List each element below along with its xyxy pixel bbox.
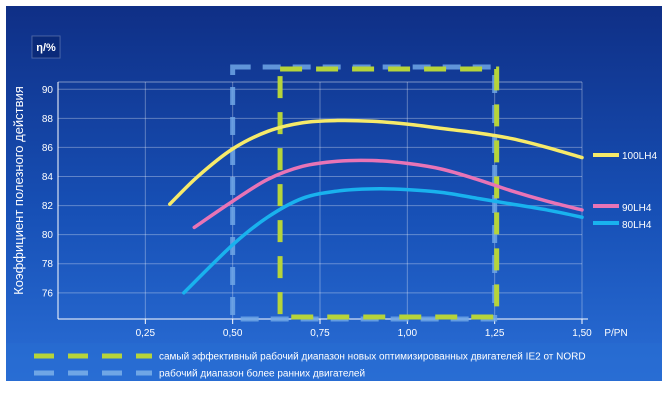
series-line-100LH4	[168, 118, 584, 206]
y-tick-label: 78	[42, 259, 54, 270]
x-tick-label: 1,50	[572, 328, 592, 339]
y-tick-label: 88	[42, 114, 54, 125]
legend-label: самый эффективный рабочий диапазон новых…	[159, 351, 586, 363]
y-tick-label: 86	[42, 143, 54, 154]
x-axis-label: P/PN	[604, 328, 627, 339]
legend-item: рабочий диапазон более ранних двигателей	[34, 368, 365, 380]
series-label-100LH4: 100LH4	[622, 151, 657, 162]
y-tick-label: 90	[42, 85, 54, 96]
x-tick-label: 0,25	[136, 328, 156, 339]
series-label-80LH4: 80LH4	[622, 220, 652, 231]
series-line-80LH4	[182, 187, 584, 295]
y-tick-label: 80	[42, 230, 54, 241]
y-axis-badge-text: η/%	[36, 42, 56, 54]
y-tick-label: 84	[42, 172, 54, 183]
y-tick-label: 82	[42, 201, 54, 212]
grid-lines	[58, 81, 583, 319]
y-axis-badge	[31, 35, 61, 59]
y-axis-label: Коэффициент полезного действия	[11, 86, 26, 295]
series-label-90LH4: 90LH4	[622, 203, 652, 214]
range-ie2-nord	[277, 66, 500, 320]
legend-label: рабочий диапазон более ранних двигателей	[159, 368, 365, 380]
x-tick-label: 1,00	[398, 328, 418, 339]
x-tick-label: 1,25	[485, 328, 505, 339]
series-line-90LH4	[192, 158, 584, 230]
x-tick-label: 0,50	[223, 328, 243, 339]
x-tick-label: 0,75	[310, 328, 330, 339]
legend-item: самый эффективный рабочий диапазон новых…	[34, 351, 586, 363]
y-tick-label: 76	[42, 288, 54, 299]
